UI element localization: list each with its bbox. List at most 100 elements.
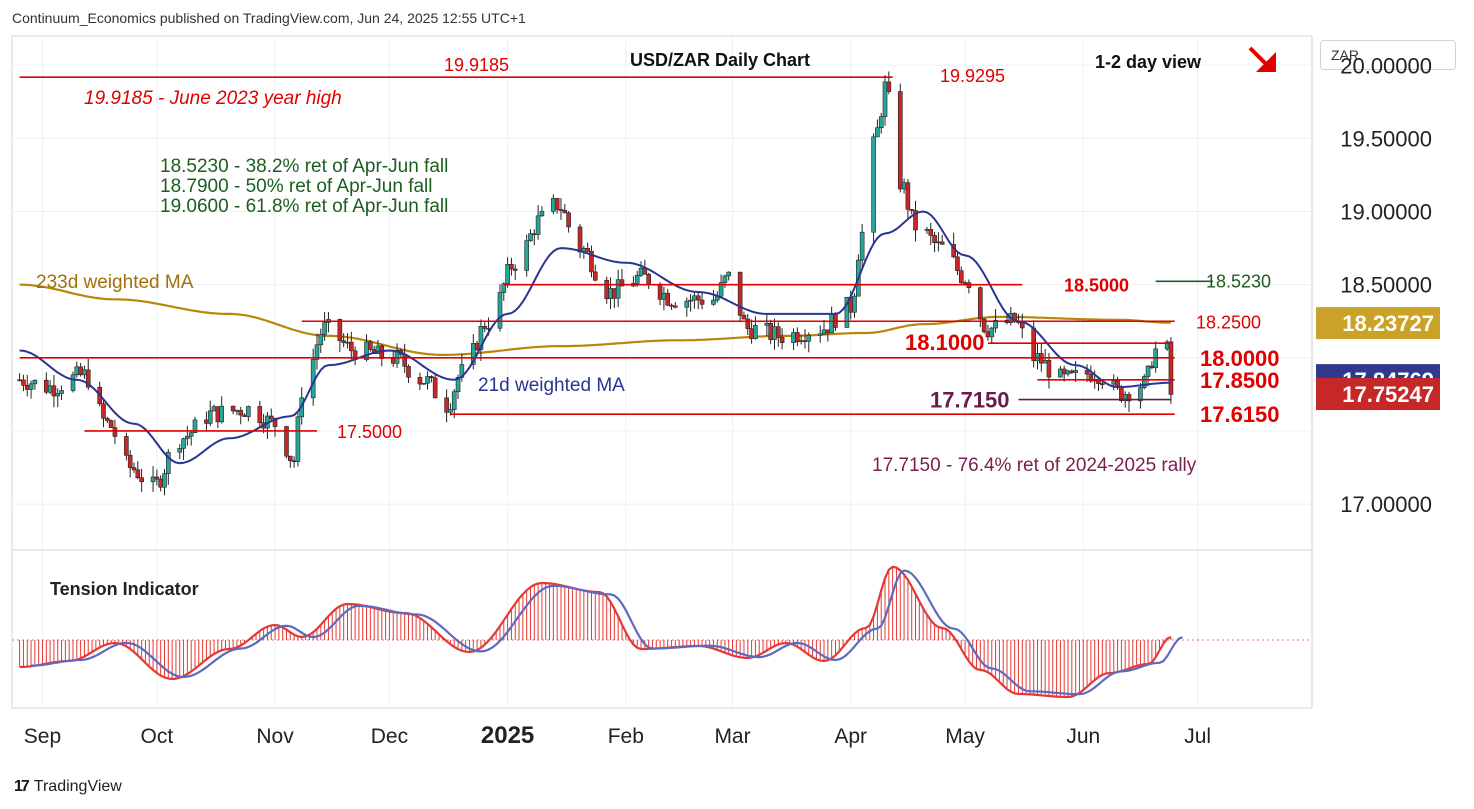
- candle-body: [859, 231, 865, 261]
- x-tick-label: Dec: [371, 725, 408, 748]
- candle-body: [417, 376, 423, 385]
- candle-body: [741, 315, 747, 320]
- currency-selector[interactable]: ZAR: [1320, 40, 1456, 70]
- arrow-down-icon: [1248, 46, 1276, 72]
- x-tick-label: Jul: [1184, 725, 1211, 748]
- gridlines: [11, 35, 1313, 709]
- x-tick-label: Feb: [608, 725, 644, 748]
- tradingview-brand[interactable]: 17 TradingView: [14, 778, 122, 796]
- candle-body: [535, 215, 541, 235]
- x-tick-label: Apr: [834, 725, 867, 748]
- annotation-retracement: 17.7150 - 76.4% ret of 2024-2025 rally: [872, 455, 1197, 476]
- candle-body: [589, 250, 594, 273]
- candle-body: [939, 241, 945, 245]
- candle-body: [897, 91, 903, 190]
- candle-body: [985, 331, 991, 338]
- x-tick-label: May: [945, 725, 985, 748]
- candle-body: [482, 326, 488, 329]
- candle-body: [981, 318, 987, 333]
- candle-body: [878, 116, 884, 128]
- candle-body: [204, 419, 209, 424]
- candle-body: [55, 393, 61, 397]
- candle-body: [524, 240, 529, 271]
- candle-body: [24, 384, 30, 390]
- candle-body: [257, 406, 263, 424]
- tension-title: Tension Indicator: [50, 579, 199, 599]
- candle-body: [158, 478, 163, 488]
- candle-body: [17, 379, 22, 382]
- candle-body: [74, 366, 80, 376]
- candle-body: [219, 405, 224, 423]
- candle-body: [108, 420, 114, 428]
- candle-body: [726, 271, 732, 277]
- candle-body: [131, 467, 137, 471]
- candle-body: [105, 418, 110, 421]
- candle-body: [924, 229, 930, 231]
- y-tick-label: 19.00000: [1340, 200, 1432, 225]
- x-tick-label: Oct: [141, 725, 174, 748]
- candle-body: [905, 182, 911, 210]
- level-label-17-6150: 17.6150: [1200, 402, 1280, 427]
- candle-body: [211, 406, 217, 412]
- candle-body: [1088, 373, 1094, 382]
- candle-body: [711, 299, 716, 305]
- candle-body: [795, 332, 800, 343]
- candle-body: [32, 379, 38, 385]
- candle-body: [737, 271, 743, 316]
- candle-body: [497, 292, 503, 329]
- candle-body: [368, 341, 373, 350]
- candle-body: [234, 410, 240, 412]
- candle-body: [207, 410, 213, 424]
- candle-body: [993, 319, 998, 329]
- candle-body: [585, 248, 590, 252]
- chart-title: USD/ZAR Daily Chart: [630, 50, 810, 70]
- candle-body: [699, 299, 705, 305]
- candle-body: [528, 233, 533, 242]
- candle-body: [162, 473, 167, 488]
- candle-body: [1126, 394, 1132, 402]
- candle-body: [688, 299, 693, 302]
- candle-body: [1058, 368, 1063, 378]
- tradingview-logo-icon: 17: [14, 778, 30, 795]
- candle-body: [962, 282, 968, 284]
- view-label: 1-2 day view: [1095, 52, 1202, 72]
- candle-body: [101, 403, 106, 419]
- candle-body: [619, 279, 625, 287]
- candle-body: [779, 337, 785, 343]
- candle-body: [669, 304, 674, 307]
- candle-body: [901, 182, 907, 190]
- candle-body: [215, 406, 221, 423]
- candle-body: [772, 326, 777, 340]
- candle-body: [684, 300, 690, 308]
- candle-body: [1084, 370, 1090, 375]
- candle-body: [775, 326, 781, 338]
- candle-body: [70, 374, 76, 391]
- candle-body: [764, 323, 770, 326]
- candle-body: [1168, 341, 1174, 395]
- candle-body: [192, 419, 198, 434]
- price-tag: [1316, 307, 1440, 340]
- axes: 20.00000 19.50000 19.00000 18.50000 17.00000…: [24, 36, 1440, 749]
- candle-body: [673, 305, 678, 308]
- candle-body: [531, 233, 537, 235]
- candle-body: [955, 256, 960, 271]
- candle-body: [425, 376, 430, 384]
- publish-header: Continuum_Economics published on Trading…: [12, 10, 526, 26]
- support-resistance-levels: [19, 76, 1213, 432]
- x-tick-label: Sep: [24, 725, 61, 748]
- x-tick-label: 2025: [481, 722, 534, 749]
- price-tag: [1316, 378, 1440, 411]
- candle-body: [246, 406, 251, 417]
- level-label-18-5230: 18.5230: [1206, 271, 1271, 291]
- candle-body: [455, 377, 461, 393]
- candle-body: [314, 344, 320, 360]
- candle-body: [1115, 380, 1120, 387]
- candle-body: [135, 469, 141, 478]
- candle-body: [634, 274, 640, 284]
- y-tick-label: 17.00000: [1340, 492, 1432, 517]
- candle-body: [806, 334, 812, 342]
- candle-body: [512, 268, 518, 271]
- candle-body: [958, 270, 964, 283]
- candle-body: [444, 397, 449, 413]
- candle-body: [230, 405, 236, 412]
